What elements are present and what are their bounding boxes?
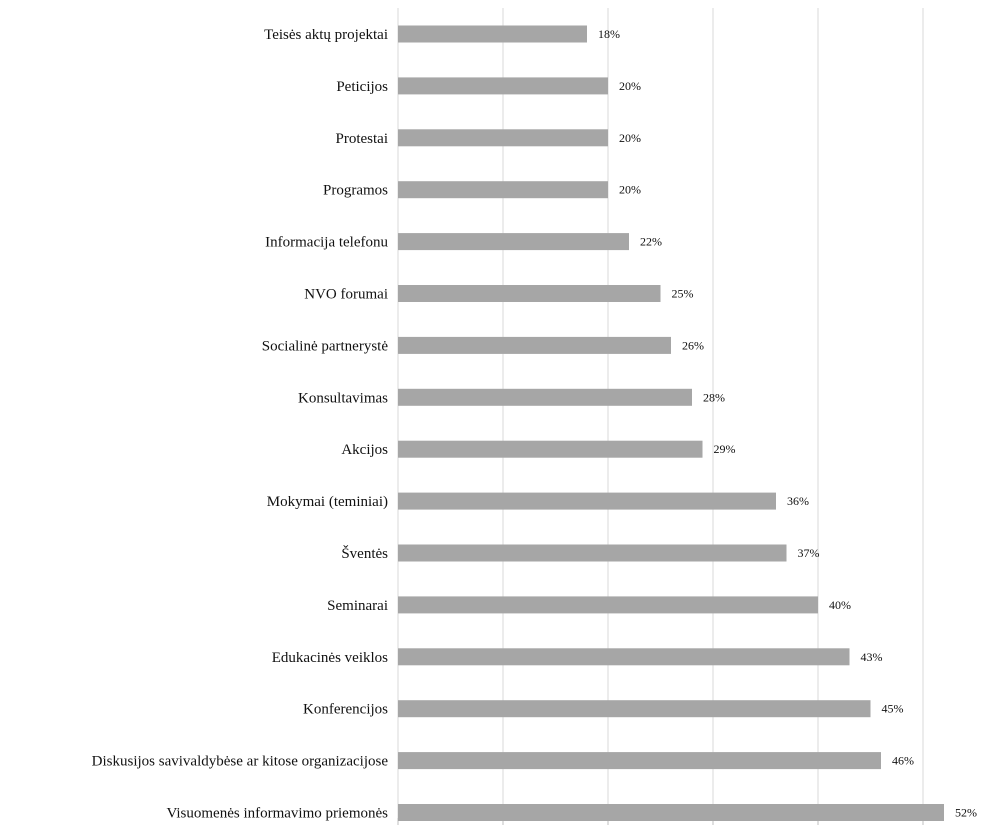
bar	[398, 700, 871, 718]
bar	[398, 233, 629, 251]
data-label: 40%	[829, 598, 851, 612]
bar	[398, 752, 881, 770]
bar	[398, 596, 818, 614]
value-labels: 18% 20% 20% 20% 22% 25% 26% 28% 29% 36% 37% 40% 43% 4…	[598, 27, 977, 820]
data-label: 20%	[619, 183, 641, 197]
data-label: 22%	[640, 235, 662, 249]
bar	[398, 492, 776, 510]
category-label: Protestai	[336, 131, 389, 147]
category-label: Seminarai	[327, 598, 388, 614]
category-label: Visuomenės informavimo priemonės	[166, 806, 388, 822]
category-label: Peticijos	[336, 79, 388, 95]
category-label: Informacija telefonu	[265, 235, 388, 251]
bar	[398, 285, 661, 302]
bar	[398, 336, 671, 354]
data-label: 36%	[787, 494, 809, 508]
data-label: 43%	[861, 650, 883, 664]
bar	[398, 440, 703, 458]
category-label: Mokymai (teminiai)	[267, 494, 388, 510]
data-label: 46%	[892, 754, 914, 768]
data-label: 29%	[714, 442, 736, 456]
data-label: 26%	[682, 338, 704, 352]
bars	[398, 25, 944, 821]
category-label: Konferencijos	[303, 702, 388, 718]
bar	[398, 77, 608, 95]
bar	[398, 804, 944, 821]
bar	[398, 388, 692, 406]
bar	[398, 181, 608, 199]
category-label: Edukacinės veiklos	[272, 650, 388, 666]
category-label: Diskusijos savivaldybėse ar kitose organ…	[92, 754, 389, 770]
data-label: 20%	[619, 79, 641, 93]
data-label: 18%	[598, 27, 620, 41]
bar	[398, 544, 787, 562]
category-label: NVO forumai	[304, 287, 388, 303]
bar	[398, 648, 850, 666]
data-label: 25%	[672, 287, 694, 301]
data-label: 37%	[798, 546, 820, 560]
category-labels: Teisės aktų projektai Peticijos Protestai P…	[92, 27, 389, 822]
data-label: 28%	[703, 390, 725, 404]
data-label: 45%	[882, 702, 904, 716]
data-label: 20%	[619, 131, 641, 145]
bar	[398, 25, 587, 43]
bar	[398, 129, 608, 147]
category-label: Teisės aktų projektai	[264, 27, 388, 43]
category-label: Šventės	[341, 545, 388, 562]
category-label: Konsultavimas	[298, 390, 388, 406]
category-label: Akcijos	[341, 442, 388, 458]
category-label: Socialinė partnerystė	[262, 338, 389, 354]
category-label: Programos	[323, 183, 388, 199]
data-label: 52%	[955, 806, 977, 820]
